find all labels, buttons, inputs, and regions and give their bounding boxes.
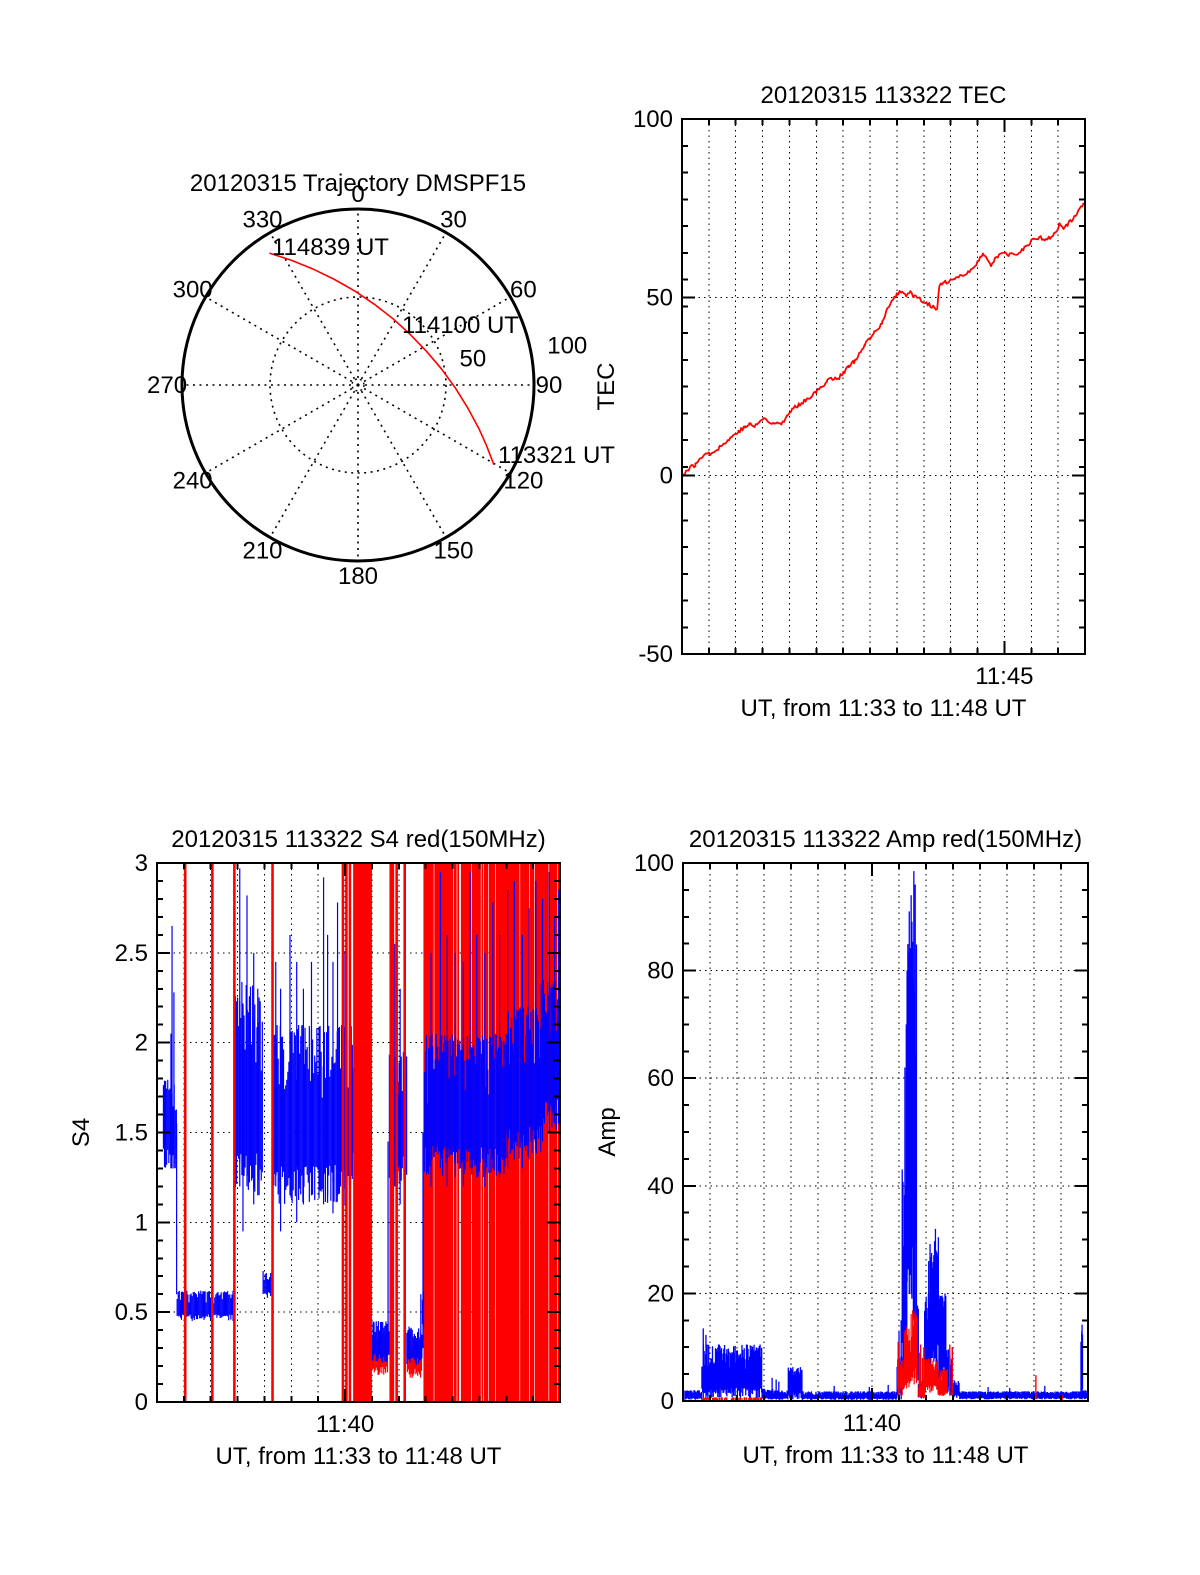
gridlines bbox=[683, 863, 1088, 1401]
y-axis-label: S4 bbox=[68, 1118, 95, 1147]
y-tick-label: 0 bbox=[660, 463, 673, 490]
y-tick-label: 2 bbox=[135, 1030, 148, 1057]
y-tick-label: 80 bbox=[647, 958, 674, 985]
azimuth-label: 180 bbox=[338, 563, 378, 590]
x-axis-label: UT, from 11:33 to 11:48 UT bbox=[216, 1443, 502, 1470]
s4-panel: 11:40 0 0.5 1 1.5 2 2.5 3 20120315 113322 S4 red… bbox=[68, 826, 561, 1470]
y-tick-label: 100 bbox=[634, 850, 674, 877]
trajectory-line bbox=[269, 252, 495, 465]
azimuth-label: 270 bbox=[147, 372, 187, 399]
y-tick-label: 0.5 bbox=[115, 1299, 148, 1326]
trajectory-time-label: 114839 UT bbox=[272, 234, 389, 261]
axes-frame bbox=[682, 862, 1089, 1402]
panel-title: 20120315 113322 S4 red(150MHz) bbox=[171, 826, 545, 853]
y-tick-label: 50 bbox=[646, 284, 673, 311]
panel-title: 20120315 113322 Amp red(150MHz) bbox=[689, 826, 1082, 853]
y-tick-label: -50 bbox=[638, 641, 673, 668]
gridlines bbox=[682, 119, 1085, 654]
tec-panel: 11:45 -50 0 50 100 20120315 113322 TEC UT, fro… bbox=[593, 82, 1086, 722]
azimuth-label: 120 bbox=[503, 467, 543, 494]
azimuth-label: 240 bbox=[173, 467, 213, 494]
x-tick-label: 11:40 bbox=[843, 1410, 901, 1437]
trajectory-panel: 0 30 60 90 120 150 180 210 240 270 300 330 50 100 1148… bbox=[147, 170, 615, 590]
y-tick-label: 1.5 bbox=[115, 1120, 148, 1147]
y-tick-label: 0 bbox=[661, 1388, 674, 1415]
azimuth-label: 330 bbox=[242, 207, 282, 234]
panel-title: 20120315 113322 TEC bbox=[761, 82, 1007, 109]
axes-frame bbox=[156, 862, 561, 1403]
x-axis-label: UT, from 11:33 to 11:48 UT bbox=[741, 695, 1027, 722]
azimuth-label: 150 bbox=[433, 537, 473, 564]
azimuth-label: 210 bbox=[242, 537, 282, 564]
x-tick-label: 11:45 bbox=[975, 663, 1033, 690]
y-tick-label: 1 bbox=[135, 1209, 148, 1236]
amp-panel: 11:40 0 20 40 60 80 100 20120315 113322 Amp red… bbox=[594, 826, 1089, 1469]
x-tick-label: 11:40 bbox=[316, 1411, 374, 1438]
tec-series bbox=[683, 202, 1084, 476]
s4-series bbox=[162, 864, 559, 1401]
y-tick-label: 20 bbox=[647, 1280, 674, 1307]
azimuth-label: 0 bbox=[351, 181, 364, 208]
azimuth-label: 60 bbox=[510, 277, 537, 304]
axes-frame bbox=[681, 118, 1086, 655]
y-tick-label: 60 bbox=[647, 1065, 674, 1092]
y-tick-label: 3 bbox=[135, 850, 148, 877]
y-tick-label: 100 bbox=[633, 106, 673, 133]
radial-label: 100 bbox=[547, 332, 587, 359]
polar-outer-circle bbox=[180, 207, 536, 563]
y-axis-label: TEC bbox=[593, 363, 620, 411]
y-tick-label: 0 bbox=[135, 1389, 148, 1416]
y-tick-label: 40 bbox=[647, 1173, 674, 1200]
y-tick-label: 2.5 bbox=[115, 940, 148, 967]
azimuth-label: 30 bbox=[440, 207, 467, 234]
trajectory-time-label: 113321 UT bbox=[498, 442, 615, 469]
azimuth-label: 90 bbox=[536, 372, 563, 399]
amp-series bbox=[684, 871, 1087, 1400]
trajectory-time-label: 114100 UT bbox=[402, 312, 519, 339]
azimuth-label: 300 bbox=[173, 277, 213, 304]
x-axis-label: UT, from 11:33 to 11:48 UT bbox=[743, 1442, 1029, 1469]
radial-label: 50 bbox=[460, 345, 487, 372]
y-axis-label: Amp bbox=[594, 1107, 621, 1156]
panel-title: 20120315 Trajectory DMSPF15 bbox=[190, 170, 526, 197]
